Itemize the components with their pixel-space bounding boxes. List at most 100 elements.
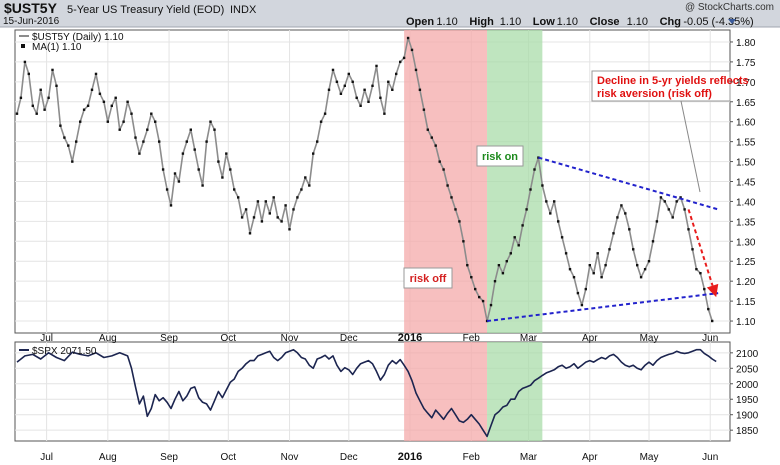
yield-point xyxy=(75,140,78,143)
yield-point xyxy=(158,140,161,143)
yield-point xyxy=(639,276,643,279)
yield-point xyxy=(399,60,402,64)
quote-label-chg: Chg xyxy=(660,16,681,28)
yield-point xyxy=(533,168,536,171)
yield-point xyxy=(430,136,433,139)
yield-point xyxy=(470,276,473,279)
yield-point xyxy=(237,196,240,199)
yield-point xyxy=(351,80,354,83)
risk-off-label: risk off xyxy=(403,267,453,289)
yield-point xyxy=(450,196,453,199)
yield-point xyxy=(553,200,556,203)
yield-point xyxy=(264,200,267,203)
overlays xyxy=(486,156,719,323)
x-tick-label: Oct xyxy=(221,333,237,344)
quote-value-open: 1.10 xyxy=(436,16,457,28)
x-tick-label: Jun xyxy=(702,452,718,463)
yield-point xyxy=(55,84,58,87)
x-tick-label: Mar xyxy=(520,333,538,344)
yield-point xyxy=(647,260,651,263)
yield-point xyxy=(537,156,540,159)
y-tick-label: 1.60 xyxy=(736,118,756,129)
x-tick-label: 2016 xyxy=(398,451,422,463)
yield-point xyxy=(557,220,560,223)
x-tick-label: Mar xyxy=(520,452,538,463)
yield-point xyxy=(67,144,70,147)
yield-point xyxy=(165,188,169,191)
yield-point xyxy=(252,216,256,219)
y-tick-label: 1.10 xyxy=(736,317,756,328)
yield-point xyxy=(711,319,714,323)
yield-point xyxy=(624,212,627,215)
yield-point xyxy=(434,144,437,147)
yield-point xyxy=(683,208,686,211)
yield-point xyxy=(90,88,94,91)
yield-point xyxy=(418,88,422,91)
yield-point xyxy=(379,96,382,99)
yield-point xyxy=(580,303,584,307)
chart-date: 15-Jun-2016 xyxy=(3,16,60,27)
yield-point xyxy=(161,168,165,171)
quote-value-high: 1.10 xyxy=(500,16,521,28)
yield-point xyxy=(347,72,350,76)
yield-point xyxy=(387,80,390,83)
note-line-2: risk aversion (risk off) xyxy=(597,88,712,100)
yield-point xyxy=(292,208,295,211)
chevron-down-icon[interactable] xyxy=(728,19,736,24)
yield-point xyxy=(51,68,54,72)
yield-point xyxy=(173,172,177,175)
yield-point xyxy=(529,188,532,191)
quote-label-close: Close xyxy=(590,16,620,28)
yield-point xyxy=(651,240,655,243)
yield-point xyxy=(612,232,615,235)
spx-legend: $SPX 2071.50 xyxy=(19,346,97,357)
chart-header xyxy=(0,0,780,27)
y-tick-label: 1.65 xyxy=(736,98,756,109)
yield-point xyxy=(86,104,90,107)
yield-point xyxy=(130,112,133,115)
yield-point xyxy=(363,88,366,91)
risk-on-label: risk on xyxy=(476,145,524,167)
y-tick-label: 1.75 xyxy=(736,58,756,69)
y-tick-label: 1.45 xyxy=(736,178,756,189)
y-tick-label: 1.80 xyxy=(736,38,756,49)
yield-point xyxy=(568,268,572,271)
yield-point xyxy=(545,200,548,203)
yield-point xyxy=(19,96,23,99)
x-tick-label: Dec xyxy=(340,452,358,463)
yield-point xyxy=(509,252,512,255)
yield-point xyxy=(584,287,587,291)
symbol: $UST5Y xyxy=(4,0,58,16)
axes: 1.10 1.15 1.20 1.25 1.30 1.35 1.40 1.45 1.50 1.55… xyxy=(40,38,758,463)
x-tick-label: May xyxy=(640,452,659,463)
zone-risk-off xyxy=(404,342,488,441)
yield-point xyxy=(572,276,576,279)
yield-point xyxy=(201,184,204,187)
spx-tick-label: 2050 xyxy=(736,364,759,375)
yield-point xyxy=(316,140,319,143)
yield-point xyxy=(608,248,611,251)
yield-point xyxy=(205,140,208,143)
quote-label-open: Open xyxy=(406,16,434,28)
yield-point xyxy=(679,196,682,199)
yield-point xyxy=(169,204,173,207)
yield-point xyxy=(134,136,137,139)
yield-point xyxy=(497,264,501,267)
yield-point xyxy=(63,136,66,139)
yield-point xyxy=(478,295,481,299)
x-tick-label: Nov xyxy=(281,452,299,463)
ma-marker-icon xyxy=(21,44,25,48)
yield-point xyxy=(474,287,477,291)
yield-point xyxy=(276,216,279,219)
yield-point xyxy=(59,124,62,127)
yield-point xyxy=(667,208,670,211)
yield-point xyxy=(197,168,200,171)
watermark: @ StockCharts.com xyxy=(685,2,774,13)
spx-series xyxy=(16,348,717,438)
yield-point xyxy=(383,112,386,115)
yield-point xyxy=(703,287,706,291)
yield-point xyxy=(643,268,647,271)
yield-point xyxy=(505,260,508,263)
legend-ma: MA(1) 1.10 xyxy=(32,42,82,53)
yield-point xyxy=(426,128,429,131)
